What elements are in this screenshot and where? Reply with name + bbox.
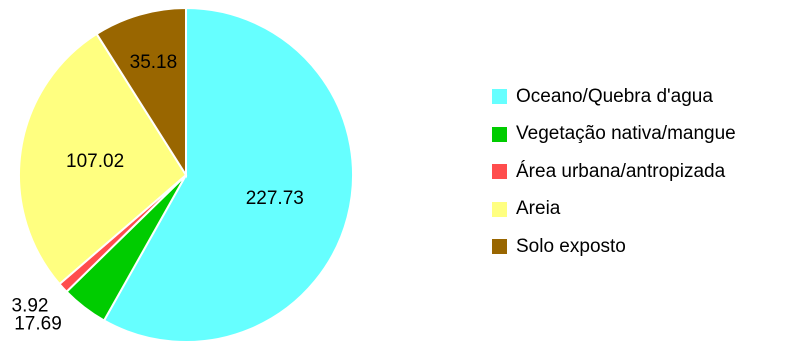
legend-item-1: Vegetação nativa/mangue (492, 116, 736, 154)
pie-slice-0 (102, 6, 354, 343)
legend-item-0: Oceano/Quebra d'agua (492, 78, 736, 116)
pie-slice-3 (18, 32, 188, 286)
pie-data-label-0: 227.73 (246, 188, 304, 209)
pie-slice-4 (95, 6, 187, 179)
pie-slices (18, 6, 354, 343)
legend-swatch (492, 126, 507, 142)
legend-swatch (492, 201, 507, 217)
legend-label: Areia (516, 198, 561, 220)
pie-data-label-3: 107.02 (66, 151, 124, 172)
pie-data-label-1: 17.69 (14, 314, 62, 335)
legend-item-4: Solo exposto (492, 228, 736, 266)
legend-swatch (492, 239, 507, 255)
legend-label: Oceano/Quebra d'agua (516, 85, 713, 107)
legend-swatch (492, 89, 507, 105)
legend-label: Área urbana/antropizada (516, 160, 726, 182)
legend-item-2: Área urbana/antropizada (492, 153, 736, 191)
pie-data-label-4: 35.18 (130, 52, 178, 73)
legend: Oceano/Quebra d'agua Vegetação nativa/man… (492, 78, 736, 266)
legend-label: Solo exposto (516, 235, 626, 257)
legend-label: Vegetação nativa/mangue (516, 123, 736, 145)
pie-data-label-2: 3.92 (12, 296, 49, 317)
legend-item-3: Areia (492, 191, 736, 229)
pie-data-labels: 227.73 17.693.92 107.02 35.18 (12, 52, 304, 334)
legend-swatch (492, 164, 507, 180)
